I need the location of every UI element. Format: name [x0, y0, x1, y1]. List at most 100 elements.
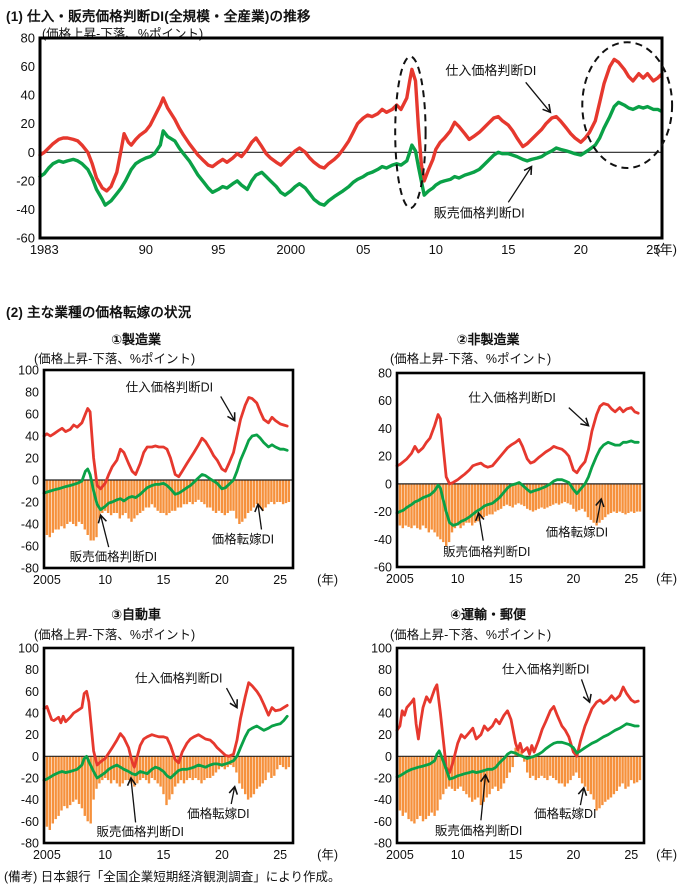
highlight-ellipse: [581, 41, 674, 169]
y-tick-label: -40: [21, 518, 39, 532]
chart-title-manufacturing: ①製造業: [110, 332, 161, 347]
x-tick-label: 10: [429, 242, 443, 257]
plot-border: [395, 646, 646, 845]
y-tick-label: 80: [378, 367, 392, 381]
y-tick-label: -80: [21, 562, 39, 576]
x-tick-label: 15: [157, 573, 171, 587]
x-tick-label: 90: [139, 242, 153, 257]
y-tick-label: -20: [21, 772, 39, 786]
y-tick-label: -20: [16, 173, 35, 188]
y-tick-label: -40: [374, 793, 392, 807]
y-tick-label: 20: [21, 116, 35, 131]
y-tick-label: 80: [378, 663, 392, 677]
x-tick-label: 2005: [33, 573, 61, 587]
x-tick-label: 2000: [276, 242, 305, 257]
x-tick-label: 15: [501, 242, 515, 257]
pass-through-bars: [45, 756, 291, 830]
annotation-arrow: [507, 165, 533, 203]
y-tick-label: 60: [378, 394, 392, 408]
y-tick-label: 100: [371, 642, 392, 656]
x-tick-label: 2005: [386, 848, 414, 862]
series-label-pass_through: 価格転嫁DI: [187, 806, 250, 821]
x-tick-label: 10: [98, 573, 112, 587]
y-tick-label: 100: [18, 642, 39, 656]
y-tick-label: 80: [25, 663, 39, 677]
y-tick-label: 80: [25, 386, 39, 400]
y-tick-label: 20: [25, 452, 39, 466]
x-tick-label: 1983: [30, 242, 59, 257]
y-tick-label: -20: [374, 505, 392, 519]
x-tick-label: 25: [624, 848, 638, 862]
y-tick-label: -60: [374, 561, 392, 575]
series-label-input_price: 仕入価格判断DI: [135, 670, 223, 685]
x-tick-label: 05: [356, 242, 370, 257]
y-tick-label: -60: [21, 815, 39, 829]
y-tick-label: -40: [374, 533, 392, 547]
axis-unit-label-transport: (価格上昇-下落、%ポイント): [390, 628, 552, 642]
y-tick-label: 60: [378, 685, 392, 699]
plot-border: [38, 36, 664, 240]
x-tick-label: 15: [157, 848, 171, 862]
series-label-sales_price: 販売価格判断DI: [96, 824, 184, 839]
x-tick-label: 20: [566, 848, 580, 862]
annotation-arrow: [254, 502, 264, 530]
x-tick-label: 10: [451, 572, 465, 586]
y-tick-label: -60: [374, 815, 392, 829]
series-label-pass_through: 価格転嫁DI: [212, 531, 275, 546]
footer-note: (備考) 日本銀行「全国企業短期経済観測調査」により作成。: [4, 870, 341, 884]
annotation-arrow: [228, 785, 239, 805]
chart-title-nonmanufacturing: ②非製造業: [456, 332, 520, 347]
sales_price-line: [395, 439, 640, 527]
series-label-sales_price: 販売価格判断DI: [434, 206, 525, 221]
y-tick-label: 60: [21, 59, 35, 74]
y-tick-label: 20: [378, 450, 392, 464]
y-tick-label: 0: [385, 477, 392, 491]
pass-through-bars: [398, 745, 642, 824]
section1-title: (1) 仕入・販売価格判断DI(全規模・全産業)の推移: [6, 9, 311, 24]
series-label-sales_price: 販売価格判断DI: [443, 544, 531, 559]
y-tick-label: -40: [16, 202, 35, 217]
axis-unit-label-nonmfg: (価格上昇-下落、%ポイント): [390, 352, 552, 366]
axis-unit-label-auto: (価格上昇-下落、%ポイント): [34, 628, 196, 642]
y-tick-label: -60: [21, 540, 39, 554]
annotation-arrow: [97, 513, 110, 548]
y-tick-label: 100: [18, 364, 39, 378]
x-tick-label: 25: [624, 572, 638, 586]
year-axis-suffix: (年): [655, 242, 677, 257]
x-tick-label: 25: [646, 242, 660, 257]
plot-border: [42, 646, 295, 845]
section2-title: (2) 主な業種の価格転嫁の状況: [6, 305, 192, 320]
series-label-input_price: 仕入価格判断DI: [502, 662, 590, 677]
x-tick-label: 15: [509, 848, 523, 862]
series-label-sales_price: 販売価格判断DI: [435, 823, 523, 838]
input_price-line: [38, 57, 663, 193]
y-tick-label: -80: [374, 837, 392, 851]
series-label-input_price: 仕入価格判断DI: [445, 63, 536, 78]
year-axis-suffix: (年): [656, 572, 677, 586]
y-tick-label: 20: [25, 728, 39, 742]
sales_price-line: [38, 100, 663, 207]
input_price-line: [395, 402, 640, 486]
y-tick-label: 80: [21, 31, 35, 46]
y-tick-label: -20: [374, 772, 392, 786]
y-tick-label: 0: [32, 474, 39, 488]
year-axis-suffix: (年): [317, 848, 338, 862]
series-label-input_price: 仕入価格判断DI: [468, 390, 556, 405]
sales_price-line: [42, 714, 289, 782]
annotation-arrow: [580, 679, 592, 704]
y-tick-label: 0: [32, 750, 39, 764]
chart-title-auto: ③自動車: [110, 607, 161, 622]
annotation-arrow: [126, 776, 137, 823]
annotation-arrow: [568, 407, 590, 427]
chart-title-transport: ④運輸・郵便: [449, 607, 526, 622]
y-tick-label: 0: [385, 750, 392, 764]
x-tick-label: 95: [211, 242, 225, 257]
y-tick-label: 40: [21, 88, 35, 103]
plot-border: [42, 368, 295, 570]
y-tick-label: 40: [378, 707, 392, 721]
